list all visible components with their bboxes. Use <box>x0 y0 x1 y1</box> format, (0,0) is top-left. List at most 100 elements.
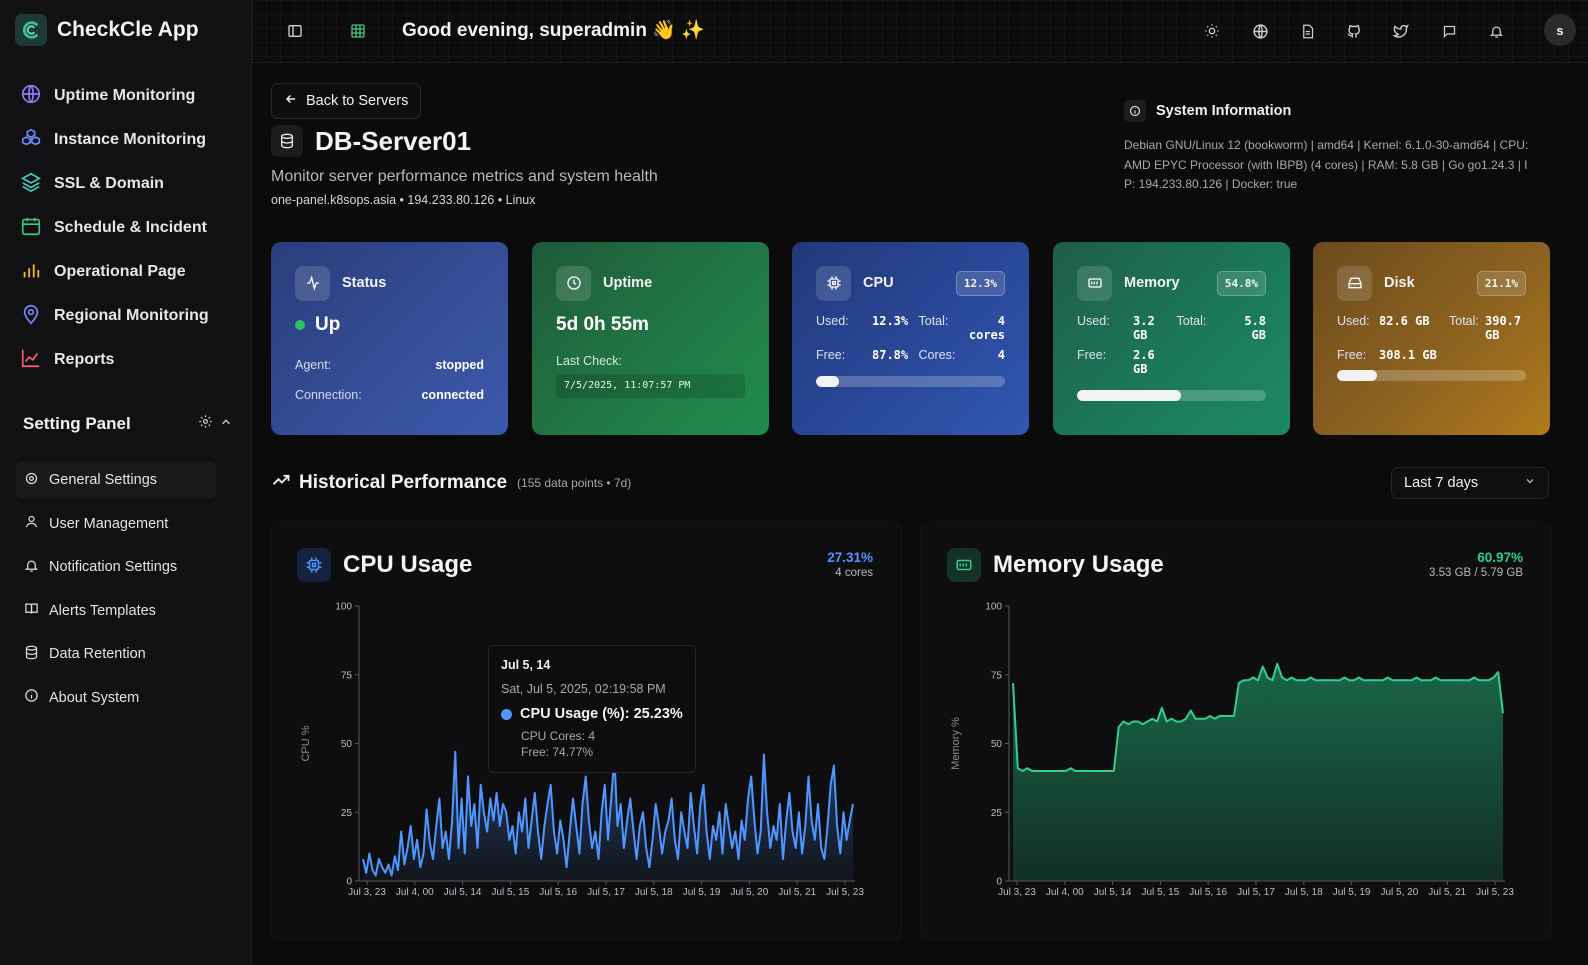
settings-item-alerts-templates[interactable]: Alerts Templates <box>16 593 216 629</box>
server-title: DB-Server01 <box>271 125 471 157</box>
user-icon <box>24 514 39 533</box>
bell-icon[interactable] <box>1485 20 1507 42</box>
status-card: Status Up Agent: stopped Connection: conne… <box>271 242 508 435</box>
disk-total-label: Total: <box>1449 314 1479 328</box>
cpu-free-label: Free: <box>816 348 846 362</box>
y-tick-label: 100 <box>335 602 352 613</box>
y-tick-label: 100 <box>985 602 1002 613</box>
x-tick-label: Jul 5, 23 <box>1476 887 1514 898</box>
tooltip-date: Sat, Jul 5, 2025, 02:19:58 PM <box>501 682 666 696</box>
back-button-label: Back to Servers <box>306 93 409 109</box>
series-area <box>363 751 853 881</box>
sidebar-item-uptime-monitoring[interactable]: Uptime Monitoring <box>0 74 252 118</box>
disk-used-value: 82.6 GB <box>1379 314 1430 328</box>
x-tick-label: Jul 5, 21 <box>778 887 816 898</box>
settings-item-user-management[interactable]: User Management <box>16 506 216 542</box>
language-globe-icon[interactable] <box>1249 20 1271 42</box>
docs-icon[interactable] <box>1296 20 1318 42</box>
gear-icon[interactable] <box>198 414 213 434</box>
time-range-select[interactable]: Last 7 days <box>1391 467 1549 499</box>
settings-item-general[interactable]: General Settings <box>16 462 216 498</box>
user-avatar[interactable]: s <box>1544 14 1576 46</box>
y-tick-label: 50 <box>341 739 353 750</box>
memory-chart-stat: 60.97% <box>1477 550 1523 565</box>
sidebar-item-label: SSL & Domain <box>54 175 164 192</box>
tooltip-title: Jul 5, 14 <box>501 658 551 672</box>
cpu-used-label: Used: <box>816 314 849 328</box>
server-name: DB-Server01 <box>315 125 472 156</box>
disk-free-label: Free: <box>1337 348 1367 362</box>
sidebar-toggle-icon[interactable] <box>284 20 306 42</box>
system-information: System Information Debian GNU/Linux 12 (… <box>1124 100 1534 195</box>
layers-icon <box>20 171 42 198</box>
memory-used-value: 3.2 GB <box>1133 314 1155 342</box>
hard-drive-icon <box>1337 265 1372 301</box>
sidebar-item-ssl-domain[interactable]: SSL & Domain <box>0 162 252 206</box>
bell-icon <box>24 558 39 577</box>
greeting-text: Good evening, superadmin 👋 ✨ <box>402 20 705 41</box>
settings-item-about[interactable]: About System <box>16 680 216 716</box>
sidebar-item-label: Schedule & Incident <box>54 219 207 236</box>
memory-free-label: Free: <box>1077 348 1107 362</box>
x-tick-label: Jul 3, 23 <box>998 887 1036 898</box>
twitter-icon[interactable] <box>1390 20 1412 42</box>
grid-icon[interactable] <box>347 20 369 42</box>
y-axis-label: Memory % <box>950 717 962 770</box>
tooltip-series-value: CPU Usage (%): 25.23% <box>520 706 683 722</box>
uptime-value: 5d 0h 55m <box>556 314 649 335</box>
top-bar: Good evening, superadmin 👋 ✨ s <box>252 0 1588 63</box>
activity-icon <box>295 265 330 301</box>
series-line <box>1012 662 1504 772</box>
cpu-free-value: 87.8% <box>872 348 909 362</box>
back-to-servers-button[interactable]: Back to Servers <box>271 83 422 119</box>
sidebar-item-reports[interactable]: Reports <box>0 338 252 382</box>
cpu-icon <box>816 265 851 301</box>
x-tick-label: Jul 5, 18 <box>635 887 673 898</box>
cpu-badge: 12.3% <box>955 270 1005 296</box>
brand[interactable]: CheckCle App <box>15 14 199 46</box>
status-dot <box>295 320 305 330</box>
info-icon <box>1124 100 1146 122</box>
cpu-total-value: 4 cores <box>968 314 1005 342</box>
clock-icon <box>556 265 591 301</box>
database-icon <box>271 125 303 157</box>
settings-item-notification[interactable]: Notification Settings <box>16 549 216 585</box>
github-icon[interactable] <box>1343 20 1365 42</box>
sidebar-item-operational-page[interactable]: Operational Page <box>0 250 252 294</box>
status-card-title: Status <box>342 275 387 291</box>
line-chart-icon <box>20 347 42 374</box>
x-tick-label: Jul 5, 16 <box>539 887 577 898</box>
sidebar-item-schedule-incident[interactable]: Schedule & Incident <box>0 206 252 250</box>
bar-chart-icon <box>20 259 42 286</box>
sidebar-item-label: Instance Monitoring <box>54 131 206 148</box>
cpu-total-label: Total: <box>918 314 949 328</box>
memory-card: Memory 54.8% Used: 3.2 GB Total: 5.8 GB … <box>1053 242 1290 435</box>
sidebar-item-regional-monitoring[interactable]: Regional Monitoring <box>0 294 252 338</box>
cpu-used-value: 12.3% <box>872 314 909 328</box>
memory-total-value: 5.8 GB <box>1244 314 1266 342</box>
settings-item-data-retention[interactable]: Data Retention <box>16 636 216 672</box>
globe-icon <box>20 83 42 110</box>
historical-subtitle: (155 data points • 7d) <box>517 475 632 490</box>
historical-header: Historical Performance (155 data points … <box>271 470 631 495</box>
memory-chart-svg[interactable]: 0 25 50 75 100 Jul 3, 23 Jul 4, 00 Jul 5, 14 Jul… <box>921 592 1551 937</box>
brand-name: CheckCle App <box>57 18 199 41</box>
chat-icon[interactable] <box>1438 20 1460 42</box>
sidebar-item-instance-monitoring[interactable]: Instance Monitoring <box>0 118 252 162</box>
last-check-value: 7/5/2025, 11:07:57 PM <box>556 374 745 398</box>
setting-panel-header[interactable]: Setting Panel <box>23 414 233 434</box>
theme-toggle-icon[interactable] <box>1201 20 1223 42</box>
x-tick-label: Jul 5, 14 <box>1094 887 1132 898</box>
memory-total-label: Total: <box>1176 314 1207 328</box>
connection-label: Connection: <box>295 388 362 402</box>
sidebar: CheckCle App Uptime Monitoring Instance … <box>0 0 252 965</box>
server-meta: one-panel.k8sops.asia • 194.233.80.126 •… <box>271 193 536 207</box>
calendar-icon <box>20 215 42 242</box>
memory-icon <box>947 548 981 582</box>
chevron-up-icon[interactable] <box>219 414 233 434</box>
book-icon <box>24 601 39 620</box>
info-icon <box>24 688 39 707</box>
sysinfo-text: Debian GNU/Linux 12 (bookworm) | amd64 |… <box>1124 138 1529 191</box>
